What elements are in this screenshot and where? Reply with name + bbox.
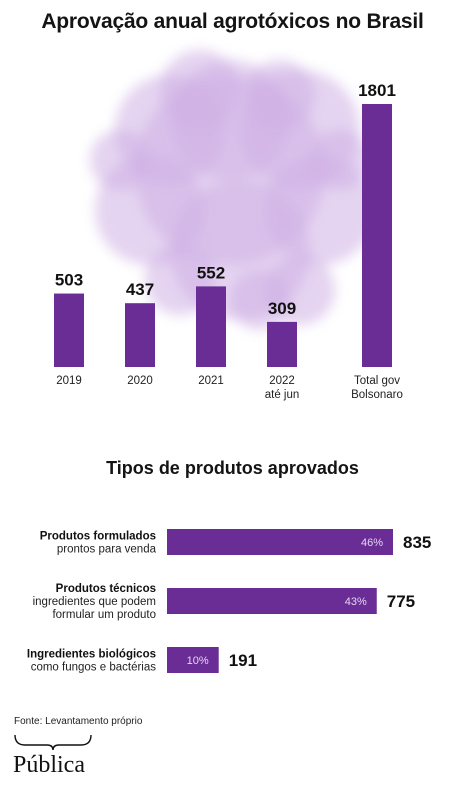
logo-brace-icon [14, 734, 92, 751]
data-label: 835 [403, 533, 431, 552]
chart-title-2: Tipos de produtos aprovados [106, 458, 359, 478]
bar [167, 588, 377, 614]
tick-label: Total gov Bolsonaro [351, 375, 403, 401]
category-label: Produtos formulados prontos para venda [40, 531, 157, 556]
source-note: Fonte: Levantamento próprio [14, 716, 143, 727]
data-label: 309 [268, 299, 296, 318]
data-label: 775 [387, 592, 415, 611]
publica-logo: Pública [13, 752, 85, 778]
percent-label: 10% [187, 655, 209, 667]
data-label: 552 [197, 263, 225, 282]
percent-label: 43% [345, 596, 367, 608]
bar [54, 293, 84, 367]
bar [267, 321, 297, 367]
data-label: 503 [55, 271, 83, 290]
chart-title: Aprovação anual agrotóxicos no Brasil [41, 10, 424, 33]
bar [167, 529, 393, 555]
data-label: 191 [229, 651, 257, 670]
watercolor-blob [90, 50, 375, 330]
data-label: 1801 [358, 81, 396, 100]
tick-label: 2021 [198, 375, 224, 387]
vertical-bar-chart: 503 2019 437 2020 552 2021 309 2022 até jun 1801 T… [54, 50, 403, 401]
percent-label: 46% [361, 537, 383, 549]
category-label: Produtos técnicos ingredientes que podem f… [33, 583, 156, 621]
tick-label: 2019 [56, 375, 82, 387]
bar [196, 286, 226, 367]
data-label: 437 [126, 280, 154, 299]
bar [125, 303, 155, 367]
tick-label: 2020 [127, 375, 153, 387]
category-label: Ingredientes biológicos como fungos e bac… [27, 649, 156, 674]
bar [167, 647, 219, 673]
tick-label: 2022 até jun [265, 375, 300, 401]
horizontal-bar-chart: 46% 835 Produtos formulados prontos para ve… [27, 529, 431, 674]
bar [362, 104, 392, 367]
